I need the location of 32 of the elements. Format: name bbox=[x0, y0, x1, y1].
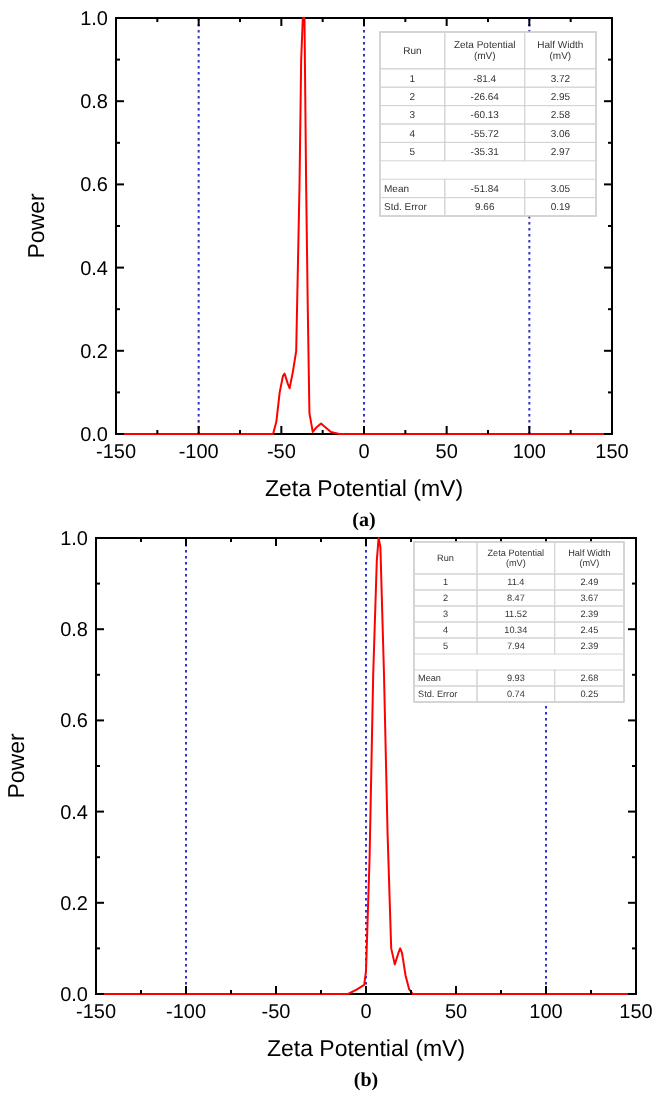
x-axis-title: Zeta Potential (mV) bbox=[266, 1038, 466, 1062]
x-tick-label: -100 bbox=[165, 1002, 207, 1024]
x-tick-label: -150 bbox=[95, 442, 137, 464]
x-tick-label: -150 bbox=[75, 1002, 117, 1024]
x-tick-label: 150 bbox=[595, 442, 630, 464]
x-tick-label: 0 bbox=[360, 1002, 373, 1024]
y-axis-title: Power bbox=[26, 193, 50, 259]
x-axis-title: Zeta Potential (mV) bbox=[264, 478, 464, 502]
x-tick-label: -100 bbox=[178, 442, 220, 464]
text: (a) bbox=[352, 510, 376, 532]
y-tick-label: 0.8 bbox=[60, 620, 89, 643]
x-tick-label: 0 bbox=[358, 442, 371, 464]
y-tick-label: 0.4 bbox=[60, 802, 89, 825]
y-axis-title: Power bbox=[6, 733, 30, 799]
x-tick-label: 150 bbox=[619, 1002, 654, 1024]
x-tick-label: 100 bbox=[512, 442, 547, 464]
y-tick-label: 0.8 bbox=[80, 92, 109, 115]
y-tick-label: 0.6 bbox=[80, 175, 109, 198]
x-tick-label: 50 bbox=[444, 1002, 468, 1024]
x-tick-label: 100 bbox=[529, 1002, 564, 1024]
x-tick-label: -50 bbox=[261, 1002, 292, 1024]
x-tick-label: -50 bbox=[266, 442, 297, 464]
y-tick-label: 1.0 bbox=[80, 9, 109, 31]
y-tick-label: 0.2 bbox=[60, 893, 89, 916]
x-tick-label: 50 bbox=[435, 442, 459, 464]
y-tick-label: 1.0 bbox=[60, 529, 89, 551]
y-tick-label: 0.2 bbox=[80, 341, 109, 364]
y-tick-label: 0.0 bbox=[60, 985, 89, 1007]
y-tick-label: 0.6 bbox=[60, 711, 89, 734]
y-tick-label: 0.4 bbox=[80, 258, 109, 281]
text: (b) bbox=[353, 1070, 379, 1092]
y-tick-label: 0.0 bbox=[80, 425, 109, 447]
